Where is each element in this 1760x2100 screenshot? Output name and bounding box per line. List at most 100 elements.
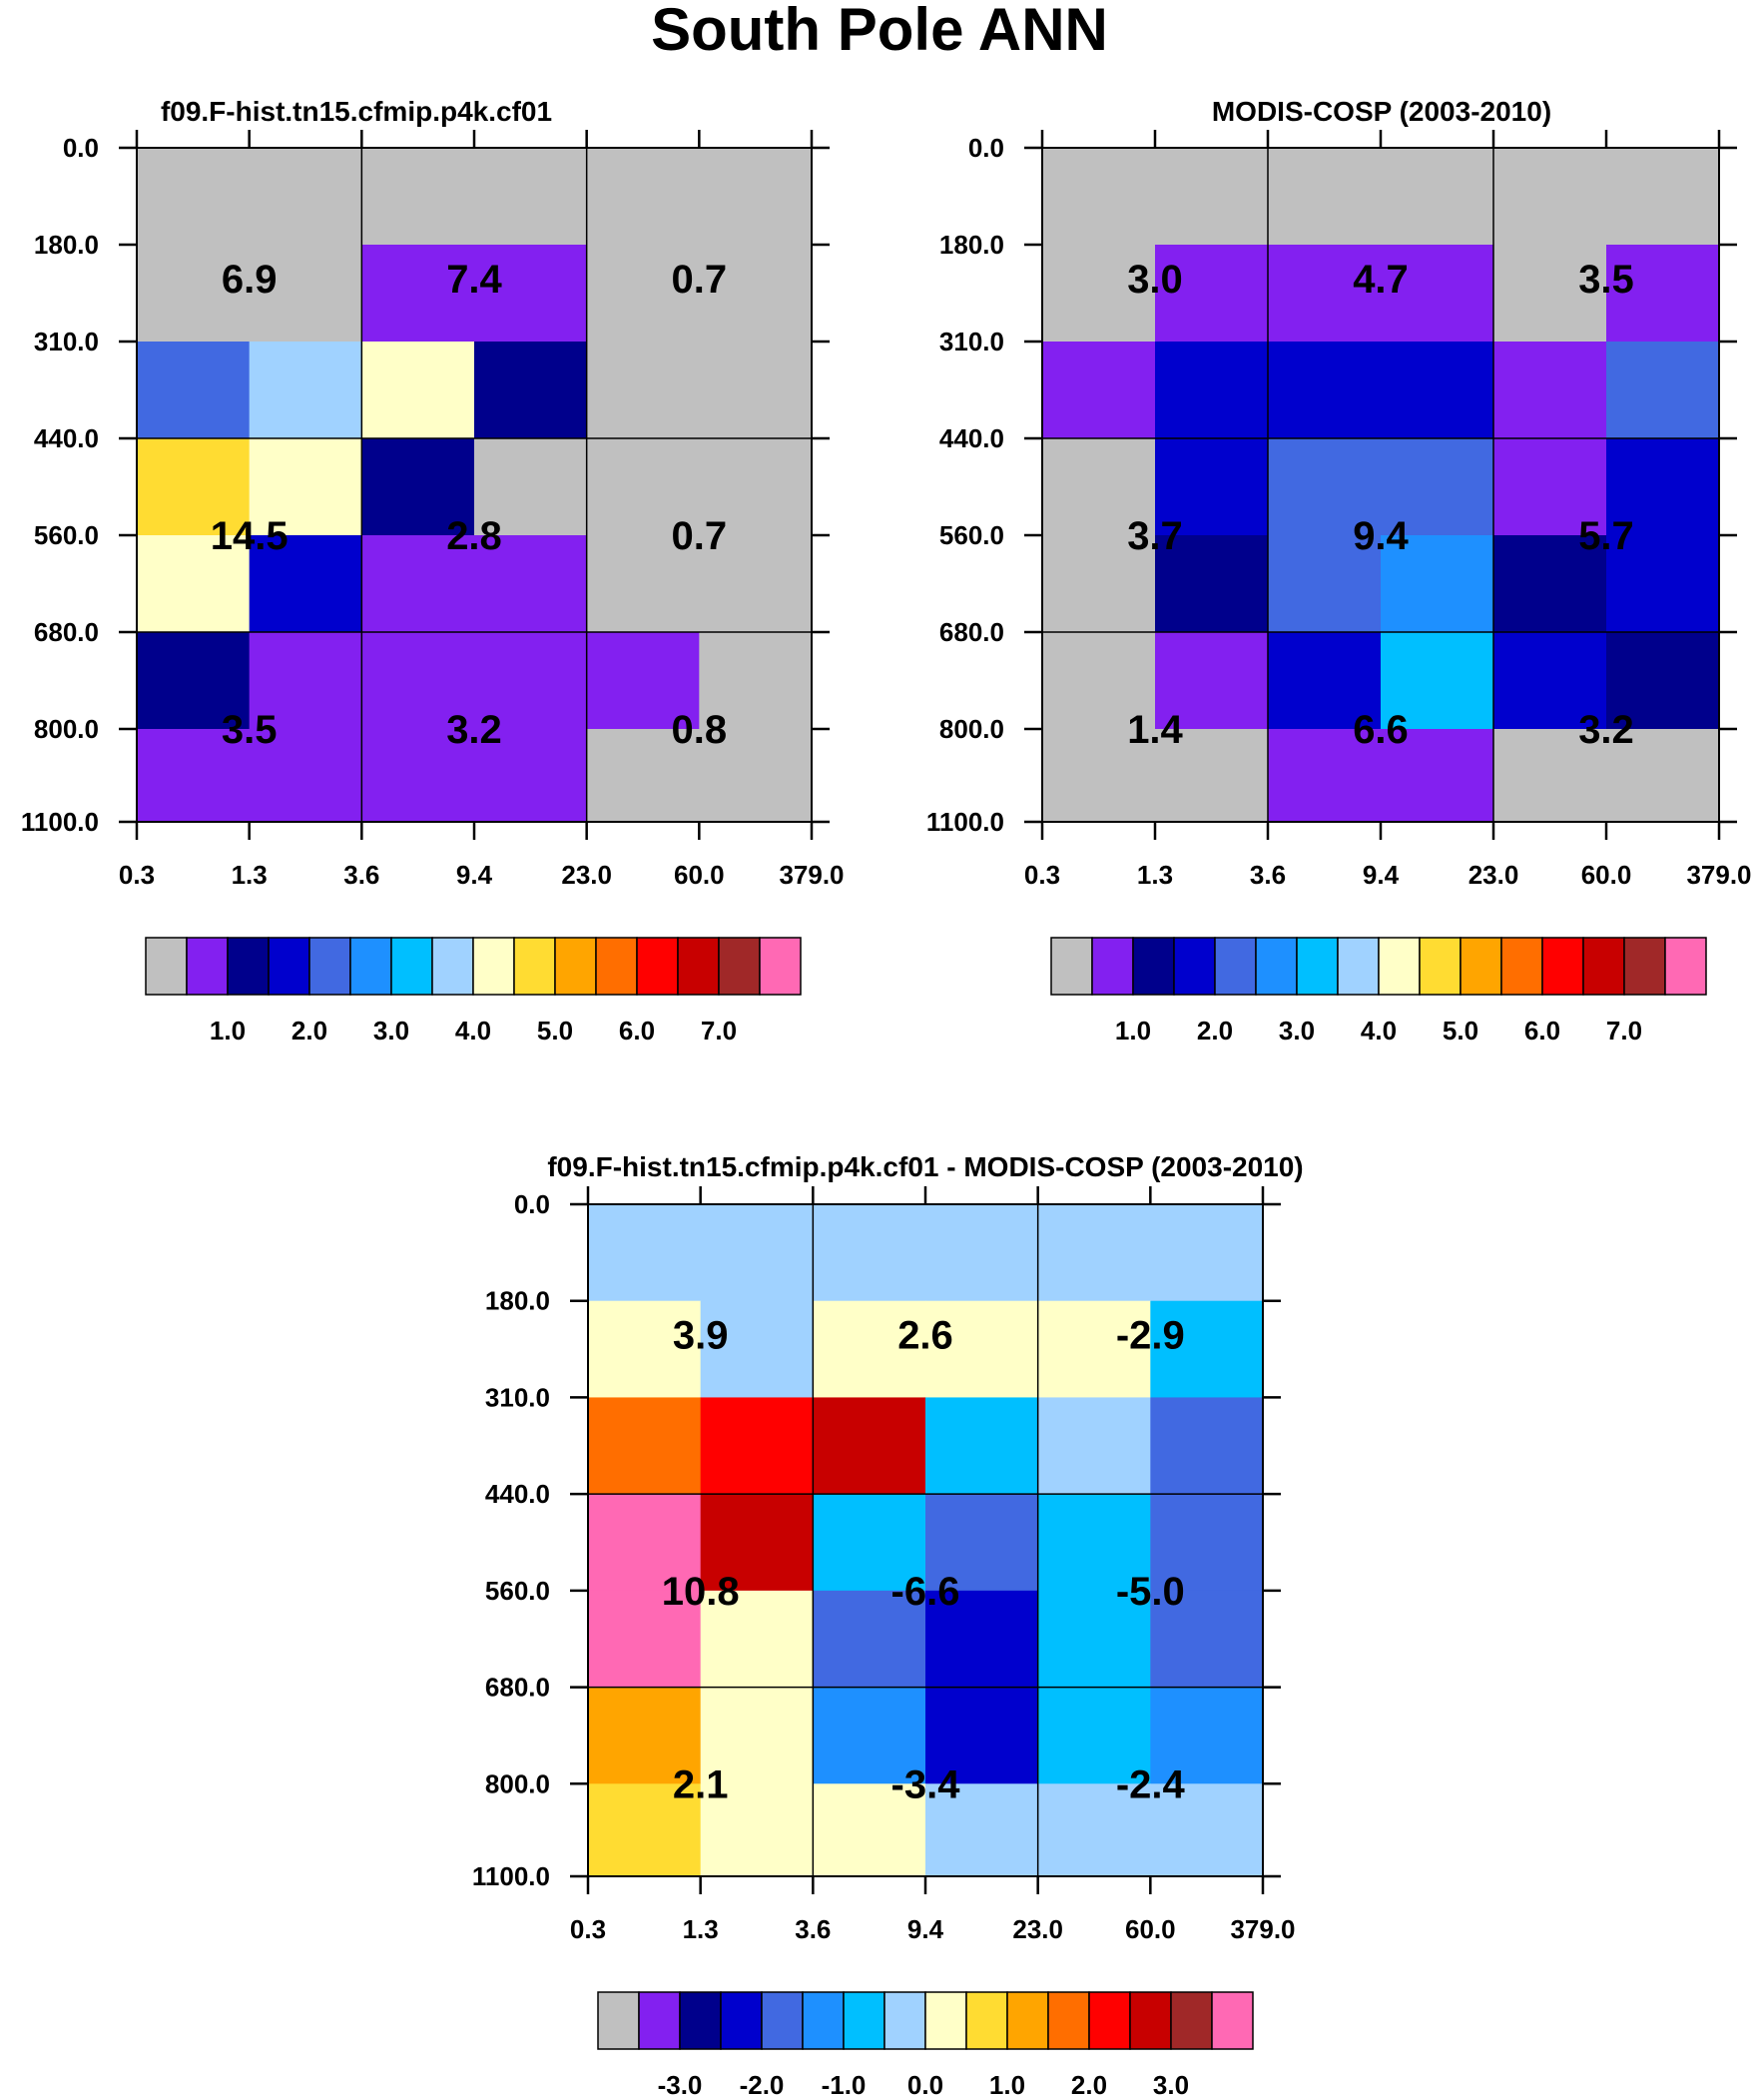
heatmap-cell xyxy=(1150,1300,1264,1399)
heatmap-cell xyxy=(1042,632,1156,730)
panel-title: f09.F-hist.tn15.cfmip.p4k.cf01 - MODIS-C… xyxy=(547,1151,1303,1182)
legend-label: 3.0 xyxy=(373,1016,409,1046)
heatmap-cell xyxy=(1606,438,1720,536)
heatmap-cell xyxy=(474,535,588,633)
legend-swatch xyxy=(1173,937,1216,996)
legend-swatch xyxy=(1623,937,1666,996)
heatmap-cell xyxy=(699,342,813,439)
heatmap-cell xyxy=(1037,1494,1151,1592)
block-value: 3.7 xyxy=(1127,514,1183,558)
y-tick-label: 800.0 xyxy=(939,714,1004,744)
y-tick-label: 180.0 xyxy=(485,1286,550,1316)
panel-difference: f09.F-hist.tn15.cfmip.p4k.cf01 - MODIS-C… xyxy=(472,1151,1304,2100)
legend-swatch xyxy=(186,937,229,996)
y-tick-label: 800.0 xyxy=(485,1768,550,1798)
legend-swatch xyxy=(1541,937,1584,996)
heatmap-cell xyxy=(1150,1397,1264,1495)
legend-swatch xyxy=(761,1991,804,2050)
heatmap-cell xyxy=(699,729,813,823)
heatmap-cell xyxy=(1381,438,1494,536)
legend-swatch xyxy=(718,937,761,996)
heatmap-cell xyxy=(137,438,251,536)
legend-label: 5.0 xyxy=(537,1016,573,1046)
heatmap-cell xyxy=(925,1300,1039,1399)
heatmap-cell xyxy=(361,729,475,823)
legend-swatch xyxy=(843,1991,885,2050)
legend-swatch xyxy=(883,1991,926,2050)
heatmap-cell xyxy=(1042,245,1156,343)
legend-swatch xyxy=(308,937,351,996)
figure-title: South Pole ANN xyxy=(651,0,1108,63)
heatmap-cell xyxy=(1042,342,1156,439)
legend-swatch xyxy=(1047,1991,1090,2050)
legend-label: -2.0 xyxy=(740,2070,785,2100)
y-tick-label: 800.0 xyxy=(34,714,99,744)
heatmap-cell xyxy=(813,1494,926,1592)
x-tick-label: 1.3 xyxy=(683,1914,719,1944)
heatmap-cell xyxy=(1381,632,1494,730)
heatmap-cell xyxy=(700,1494,814,1592)
legend-swatch xyxy=(638,1991,681,2050)
heatmap-cell xyxy=(586,245,700,343)
block-value: 2.8 xyxy=(446,514,502,558)
legend-swatch xyxy=(268,937,310,996)
heatmap-cell xyxy=(1037,1300,1151,1399)
y-tick-label: 0.0 xyxy=(514,1189,550,1219)
heatmap-cell xyxy=(1493,438,1607,536)
heatmap-cell xyxy=(1381,729,1494,823)
block-value: -5.0 xyxy=(1116,1570,1185,1614)
heatmap-cell xyxy=(813,1783,926,1877)
heatmap-cell xyxy=(1150,1494,1264,1592)
y-tick-label: 440.0 xyxy=(34,423,99,453)
block-value: 6.6 xyxy=(1353,708,1409,752)
legend-swatch xyxy=(227,937,270,996)
x-tick-label: 3.6 xyxy=(1250,860,1286,890)
block-value: 2.1 xyxy=(673,1762,729,1806)
block-value: 3.2 xyxy=(446,708,502,752)
heatmap-cell xyxy=(925,1783,1039,1877)
heatmap-cell xyxy=(700,1783,814,1877)
heatmap-cell xyxy=(1042,729,1156,823)
legend-swatch xyxy=(1419,937,1462,996)
heatmap-cell xyxy=(586,342,700,439)
block-value: -2.9 xyxy=(1116,1314,1185,1358)
panel-model: f09.F-hist.tn15.cfmip.p4k.cf01 0.0 180.0 3… xyxy=(21,96,845,1046)
legend-label: 2.0 xyxy=(1197,1016,1233,1046)
legend-swatch xyxy=(1132,937,1175,996)
heatmap-cell xyxy=(474,632,588,730)
heatmap-cell xyxy=(700,1687,814,1784)
heatmap-cell xyxy=(1155,438,1269,536)
heatmap-cell xyxy=(700,1300,814,1399)
heatmap-cell xyxy=(1037,1783,1151,1877)
y-tick-label: 310.0 xyxy=(34,327,99,356)
heatmap-cell xyxy=(1042,535,1156,633)
block-value: 5.7 xyxy=(1578,514,1634,558)
legend-swatch xyxy=(431,937,474,996)
heatmap-cell xyxy=(1606,729,1720,823)
legend-swatch xyxy=(1664,937,1707,996)
heatmap-cell xyxy=(586,729,700,823)
heatmap-cell xyxy=(1493,535,1607,633)
x-tick-label: 9.4 xyxy=(456,860,493,890)
legend-swatch xyxy=(1378,937,1421,996)
heatmap-cell xyxy=(1493,632,1607,730)
x-tick-label: 1.3 xyxy=(232,860,268,890)
y-tick-label: 440.0 xyxy=(939,423,1004,453)
y-tick-label: 560.0 xyxy=(34,520,99,550)
y-tick-label: 1100.0 xyxy=(21,807,99,837)
y-tick-label: 310.0 xyxy=(485,1382,550,1412)
heatmap-cell xyxy=(249,632,362,730)
x-tick-label: 23.0 xyxy=(1468,860,1519,890)
heatmap-cell xyxy=(1606,535,1720,633)
legend-swatch xyxy=(1296,937,1339,996)
x-tick-label: 379.0 xyxy=(1230,1914,1295,1944)
heatmap-cell xyxy=(249,148,362,246)
heatmap-cell xyxy=(1268,729,1382,823)
heatmap-cell xyxy=(925,1204,1039,1302)
block-value: 4.7 xyxy=(1353,258,1409,302)
legend-label: 1.0 xyxy=(1115,1016,1151,1046)
legend-swatch xyxy=(965,1991,1008,2050)
legend-label: 1.0 xyxy=(210,1016,246,1046)
x-tick-label: 1.3 xyxy=(1137,860,1173,890)
y-tick-label: 560.0 xyxy=(939,520,1004,550)
